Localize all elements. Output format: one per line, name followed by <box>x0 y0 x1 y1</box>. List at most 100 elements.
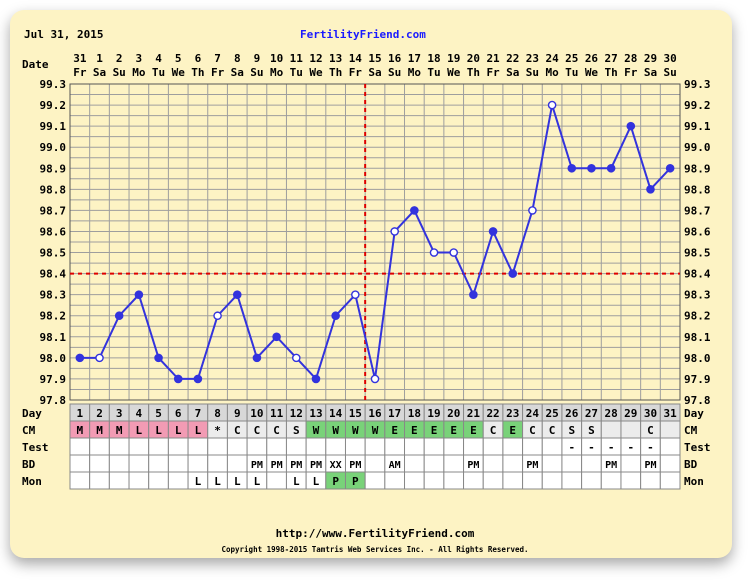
cell-cm: E <box>391 424 398 437</box>
temperature-point <box>449 248 459 257</box>
row-cell-mon <box>541 471 563 490</box>
y-tick-label-right: 98.6 <box>684 225 711 238</box>
row-cell-test <box>404 437 425 456</box>
cell-cm: C <box>529 424 536 437</box>
weekday-label: Tu <box>427 66 440 79</box>
temperature-point <box>331 311 340 321</box>
row-label-right-test: Test <box>684 441 711 454</box>
cell-cm: E <box>450 424 457 437</box>
cell-bd: PM <box>310 460 322 471</box>
temperature-point <box>567 163 577 173</box>
cell-cm: S <box>568 424 575 437</box>
weekday-label: Th <box>191 66 204 79</box>
cell-day: 7 <box>195 407 202 420</box>
row-cell-cm <box>600 420 622 439</box>
row-label-right-day: Day <box>684 407 704 420</box>
cell-day: 21 <box>467 407 481 420</box>
row-cell-bd <box>502 454 524 473</box>
cell-day: 23 <box>506 407 519 420</box>
temperature-point <box>134 290 144 299</box>
row-cell-test <box>266 437 287 456</box>
row-cell-bd <box>443 454 465 473</box>
weekday-label: Sa <box>368 66 381 79</box>
temperature-point <box>626 121 636 131</box>
cell-day: 14 <box>329 407 343 420</box>
cell-day: 5 <box>155 407 162 420</box>
temperature-point <box>469 290 478 299</box>
temperature-point <box>272 332 281 342</box>
weekday-label: Tu <box>152 66 165 79</box>
temperature-point <box>547 100 557 110</box>
date-label: 8 <box>234 52 241 65</box>
weekday-label: Su <box>388 66 401 79</box>
y-tick-label-left: 98.2 <box>40 310 67 323</box>
cell-day: 19 <box>427 407 440 420</box>
temperature-point <box>114 311 124 321</box>
weekday-label: Mo <box>408 66 422 79</box>
cell-day: 20 <box>447 407 460 420</box>
y-tick-label-right: 98.1 <box>684 331 711 344</box>
cell-mon: L <box>234 475 241 488</box>
cell-cm: C <box>647 424 654 437</box>
date-label: 31 <box>73 52 87 65</box>
y-tick-label-right: 98.9 <box>684 162 711 175</box>
row-cell-bd <box>128 454 150 473</box>
row-cell-test <box>285 437 307 456</box>
date-label: 13 <box>329 52 342 65</box>
y-tick-label-right: 99.3 <box>684 78 711 91</box>
date-label: 19 <box>447 52 460 65</box>
row-cell-test <box>659 437 681 456</box>
cell-cm: W <box>313 424 320 437</box>
cell-cm: M <box>96 424 103 437</box>
temperature-point <box>95 353 104 363</box>
weekday-label: Su <box>250 66 263 79</box>
cell-mon: L <box>254 475 261 488</box>
row-cell-test <box>522 437 543 456</box>
row-cell-bd <box>187 454 209 473</box>
temperature-point <box>291 353 301 363</box>
cell-mon: L <box>195 475 202 488</box>
cell-bd: AM <box>389 460 401 471</box>
y-tick-label-right: 98.5 <box>684 247 711 260</box>
cell-cm: W <box>352 424 359 437</box>
row-label-day: Day <box>22 407 42 420</box>
row-cell-mon <box>659 471 681 490</box>
row-label-right-bd: BD <box>684 458 698 471</box>
row-cell-test <box>364 437 386 456</box>
temperature-point <box>410 206 419 215</box>
row-cell-bd <box>482 454 504 473</box>
cell-mon: L <box>293 475 300 488</box>
chart-date: Jul 31, 2015 <box>24 28 104 41</box>
row-cell-mon <box>502 471 524 490</box>
y-tick-label-left: 98.9 <box>40 162 67 175</box>
temperature-point <box>154 353 163 363</box>
weekday-label: Su <box>664 66 677 79</box>
footer-url: http://www.FertilityFriend.com <box>276 527 475 540</box>
temperature-point <box>488 227 498 236</box>
row-cell-bd <box>581 454 602 473</box>
temperature-point <box>665 163 675 173</box>
row-label-cm: CM <box>22 424 36 437</box>
cell-cm: C <box>549 424 556 437</box>
y-tick-label-right: 97.9 <box>684 373 711 386</box>
cell-day: 29 <box>624 407 637 420</box>
site-name: FertilityFriend.com <box>300 28 426 41</box>
weekday-label: We <box>585 66 599 79</box>
row-cell-mon <box>89 471 110 490</box>
y-tick-label-left: 98.8 <box>40 183 67 196</box>
row-cell-bd <box>620 454 642 473</box>
date-label: 2 <box>116 52 123 65</box>
row-cell-test <box>502 437 524 456</box>
date-label: 3 <box>136 52 143 65</box>
cell-day: 6 <box>175 407 182 420</box>
row-cell-bd <box>108 454 130 473</box>
row-cell-mon <box>561 471 583 490</box>
row-cell-test <box>305 437 327 456</box>
weekday-label: Sa <box>506 66 519 79</box>
row-cell-test <box>187 437 209 456</box>
row-cell-bd <box>561 454 583 473</box>
date-label: 25 <box>565 52 578 65</box>
temperature-point <box>193 374 203 384</box>
y-tick-label-left: 99.0 <box>40 141 67 154</box>
